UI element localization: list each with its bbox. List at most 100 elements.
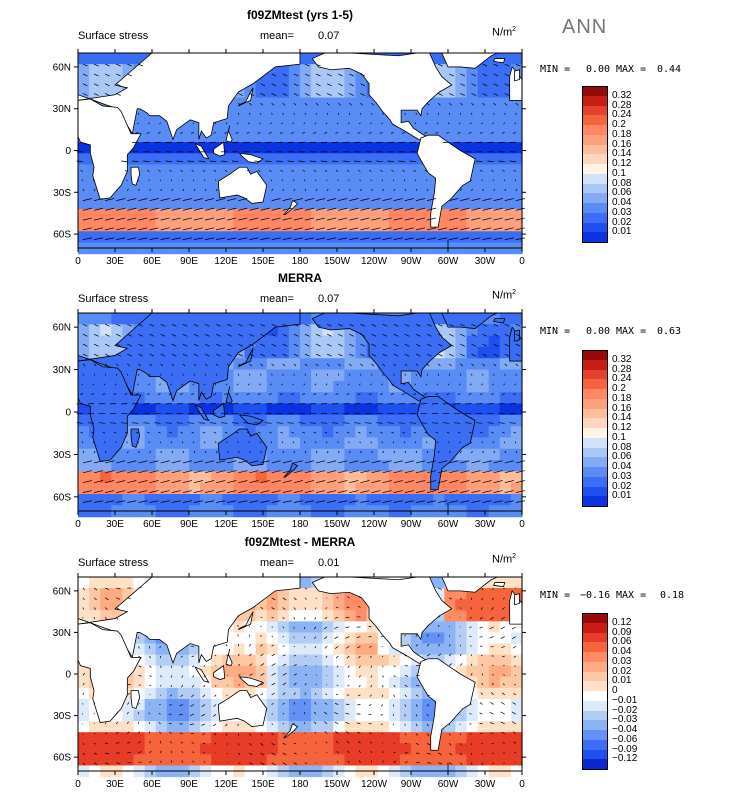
panel-1-wind-vector [415, 217, 426, 221]
panel-3-shading-cell [366, 621, 379, 634]
panel-3-wind-vector [138, 761, 142, 764]
panel-3-wind-vector [511, 626, 517, 630]
panel-2-shading-cell [200, 448, 212, 461]
panel-3-shading-cell [200, 732, 212, 744]
panel-3-shading-cell [333, 621, 345, 634]
panel-2-wind-vector [437, 333, 443, 337]
panel-2-wind-vector [493, 450, 496, 454]
panel-3-shading-cell [266, 599, 279, 611]
panel-1-wind-vector [371, 227, 381, 231]
panel-2-shading-cell [100, 346, 112, 359]
panel-2-shading-cell [244, 494, 257, 506]
panel-2-wind-vector [315, 490, 326, 493]
panel-3-shading-cell [510, 621, 523, 634]
panel-1-wind-vector [360, 73, 366, 77]
panel-2-lon-tick-label: 60E [143, 519, 161, 530]
panel-3-shading-cell [399, 632, 412, 645]
panel-3-wind-vector [115, 721, 118, 725]
panel-2-shading-cell [255, 426, 268, 439]
panel-2-shading-cell [366, 392, 379, 405]
panel-1-shading-cell [266, 175, 279, 188]
panel-2-wind-vector [214, 383, 217, 386]
panel-2-shading-cell [155, 471, 168, 484]
panel-3-wind-vector [491, 597, 494, 600]
panel-2-wind-vector [293, 323, 299, 327]
panel-1-wind-vector [137, 179, 139, 182]
panel-3-wind-vector [382, 675, 384, 678]
panel-1-landmass [194, 142, 210, 160]
panel-3-wind-vector [347, 760, 350, 763]
panel-3-wind-vector [326, 665, 328, 667]
panel-1-shading-cell [177, 186, 190, 199]
panel-2-wind-vector [127, 450, 129, 454]
panel-2-wind-vector [224, 431, 228, 434]
panel-3-shading-cell [155, 654, 168, 667]
panel-3-wind-vector [116, 762, 121, 764]
panel-3-shading-cell [322, 687, 334, 700]
panel-2-wind-vector [460, 450, 462, 454]
panel-3-shading-cell [244, 687, 257, 700]
panel-3-shading-cell [455, 732, 468, 744]
panel-1-shading-cell [377, 197, 390, 210]
panel-1-wind-vector [260, 112, 262, 115]
panel-2-wind-vector [137, 441, 139, 444]
panel-3-wind-vector [470, 645, 472, 647]
panel-2-wind-vector [169, 431, 172, 434]
panel-3-shading-cell [266, 654, 279, 667]
panel-1-wind-vector [258, 169, 261, 172]
panel-2-wind-vector [471, 490, 481, 493]
panel-3-shading-cell [322, 698, 334, 711]
panel-3-wind-vector [380, 713, 383, 716]
panel-1-shading-cell [333, 64, 345, 76]
panel-2-shading-cell [499, 448, 512, 461]
panel-1-shading-cell [244, 231, 257, 244]
panel-3-colorbar-swatch [582, 661, 608, 672]
panel-1-shading-cell [322, 175, 334, 188]
panel-1-shading-cell [222, 209, 234, 221]
panel-2-wind-vector [360, 480, 370, 484]
panel-3-wind-vector [282, 742, 286, 745]
panel-1-shading-cell [300, 175, 312, 188]
panel-2-colorbar-swatch [582, 398, 608, 409]
panel-3-wind-vector [249, 653, 252, 657]
panel-2-wind-vector [235, 431, 239, 434]
panel-1-shading-cell [155, 231, 168, 244]
panel-3-wind-vector [448, 644, 451, 647]
panel-2-wind-vector [269, 431, 272, 434]
panel-1-shading-cell [366, 153, 379, 166]
panel-2-wind-vector [426, 333, 432, 337]
panel-2-wind-vector [216, 470, 226, 474]
panel-1-wind-vector [349, 102, 352, 106]
panel-2-colorbar-swatch [582, 379, 608, 390]
panel-2-shading-cell [411, 460, 423, 472]
panel-3-shading-cell [455, 632, 468, 645]
panel-3-wind-vector [489, 722, 494, 725]
panel-1-wind-vector [471, 237, 481, 240]
panel-2-wind-vector [381, 441, 383, 444]
panel-3-shading-cell [266, 610, 279, 622]
panel-2-wind-vector [501, 393, 505, 395]
panel-1-wind-vector [304, 83, 310, 87]
panel-1-wind-vector [293, 237, 303, 240]
panel-2-shading-cell [111, 313, 123, 325]
panel-1-shading-cell [288, 64, 301, 76]
panel-1-wind-vector [338, 227, 348, 231]
panel-1-colorbar-swatch [582, 115, 608, 126]
panel-2-shading-cell [455, 403, 468, 416]
panel-1-wind-vector [304, 207, 315, 211]
panel-1-shading-cell [510, 220, 523, 232]
panel-3-shading-cell [477, 687, 490, 700]
panel-1-wind-vector [382, 198, 392, 201]
panel-1-shading-cell [233, 131, 246, 143]
panel-1-shading-cell [344, 197, 357, 210]
panel-1-wind-vector [93, 217, 104, 221]
panel-1-wind-vector [193, 198, 204, 201]
panel-2-wind-vector [149, 323, 155, 327]
panel-1-shading-cell [177, 131, 190, 143]
panel-3-wind-vector [324, 731, 328, 734]
panel-2-shading-cell [189, 437, 201, 450]
panel-3-colorbar-level-label: 0.09 [612, 626, 632, 638]
panel-1-shading-cell [78, 175, 90, 188]
panel-1-wind-vector [227, 227, 237, 231]
panel-2-wind-vector [158, 431, 161, 434]
